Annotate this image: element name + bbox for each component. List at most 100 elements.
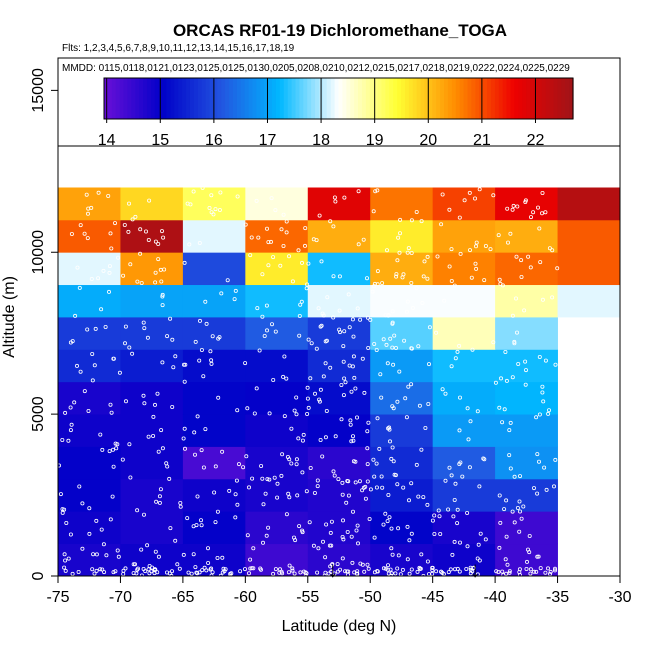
sample-point [308, 376, 313, 381]
heatmap-cell [120, 219, 184, 253]
sample-point [372, 341, 377, 346]
sample-point [527, 534, 532, 539]
sample-point [264, 226, 269, 231]
sample-point [315, 484, 320, 489]
sample-point [508, 420, 513, 425]
sample-point [205, 546, 210, 551]
sample-point [332, 571, 337, 576]
sample-point [281, 212, 286, 217]
sample-point [351, 334, 356, 339]
sample-point [340, 480, 345, 485]
sample-point [380, 281, 385, 286]
sample-point [447, 465, 452, 470]
heatmap-cell [495, 284, 558, 318]
sample-point [138, 251, 143, 256]
colorbar-segment [197, 78, 203, 119]
sample-point [328, 530, 333, 535]
sample-point [254, 386, 259, 391]
colorbar-segment [358, 78, 363, 119]
sample-point [206, 561, 211, 566]
sample-point [375, 188, 380, 193]
chart-title: ORCAS RF01-19 Dichloromethane_TOGA [173, 21, 507, 40]
colorbar-segment [467, 78, 472, 119]
heatmap-cell [245, 317, 309, 350]
sample-point [458, 251, 463, 256]
sample-point [243, 361, 248, 366]
sample-point [62, 565, 67, 570]
heatmap-cell [557, 284, 621, 318]
sample-point [127, 442, 132, 447]
sample-point [267, 411, 272, 416]
sample-point [100, 447, 105, 452]
sample-point [146, 237, 151, 242]
colorbar-segment [408, 78, 414, 119]
sample-point [457, 343, 462, 348]
sample-point [246, 571, 251, 576]
sample-point [84, 192, 89, 197]
sample-point [303, 226, 308, 231]
x-tick-label: -40 [484, 589, 507, 606]
sample-point [443, 391, 448, 396]
sample-point [465, 406, 470, 411]
sample-point [135, 508, 140, 513]
sample-point [440, 387, 445, 392]
sample-point [540, 190, 545, 195]
colorbar-segment [275, 78, 281, 119]
plot-area: ↓ ↓ [57, 185, 621, 582]
colorbar-segment [502, 78, 508, 119]
heatmap-cell [120, 187, 184, 221]
sample-point [173, 538, 178, 543]
y-tick-label: 15000 [30, 68, 47, 113]
sample-point [540, 390, 545, 395]
heatmap-cell [495, 187, 558, 221]
sample-point [342, 376, 347, 381]
sample-point [147, 198, 152, 203]
sample-point [193, 339, 198, 344]
sample-point [68, 532, 73, 537]
sample-point [323, 555, 328, 560]
sample-point [320, 454, 325, 459]
sample-point [423, 425, 428, 430]
sample-point [302, 243, 307, 248]
sample-point [314, 346, 319, 351]
sample-point [350, 364, 355, 369]
sample-point [375, 282, 380, 287]
heatmap-cell [432, 187, 496, 221]
colorbar-segment [279, 78, 285, 119]
sample-point [271, 255, 276, 260]
sample-point [436, 508, 441, 513]
colorbar-segment [432, 78, 437, 119]
colorbar-segment [338, 78, 344, 119]
sample-point [62, 507, 67, 512]
colorbar-segment [373, 78, 379, 119]
colorbar-segment [201, 78, 207, 119]
sample-point [393, 571, 398, 576]
colorbar-segment [143, 78, 148, 119]
sample-point [142, 326, 147, 331]
sample-point [215, 556, 220, 561]
x-axis: -75 -70 -65 -60 -55 -50 -45 -40 -35 -30 [46, 576, 632, 606]
colorbar-segment [178, 78, 183, 119]
sample-point [320, 539, 325, 544]
sample-point [343, 380, 348, 385]
sample-point [346, 493, 351, 498]
sample-point [371, 284, 376, 289]
sample-point [153, 549, 158, 554]
colorbar-segment [530, 78, 535, 119]
sample-point [151, 414, 156, 419]
sample-point [73, 313, 78, 318]
sample-point [514, 296, 519, 301]
sample-point [102, 570, 107, 575]
sample-point [483, 537, 488, 542]
sample-point [519, 258, 524, 263]
sample-point [195, 414, 200, 419]
colorbar-segment [404, 78, 410, 119]
sample-point [396, 235, 401, 240]
sample-point [287, 563, 292, 568]
sample-point [297, 524, 302, 529]
sample-point [425, 502, 430, 507]
sample-point [305, 411, 310, 416]
heatmap-cell [432, 478, 496, 512]
sample-point [457, 395, 462, 400]
